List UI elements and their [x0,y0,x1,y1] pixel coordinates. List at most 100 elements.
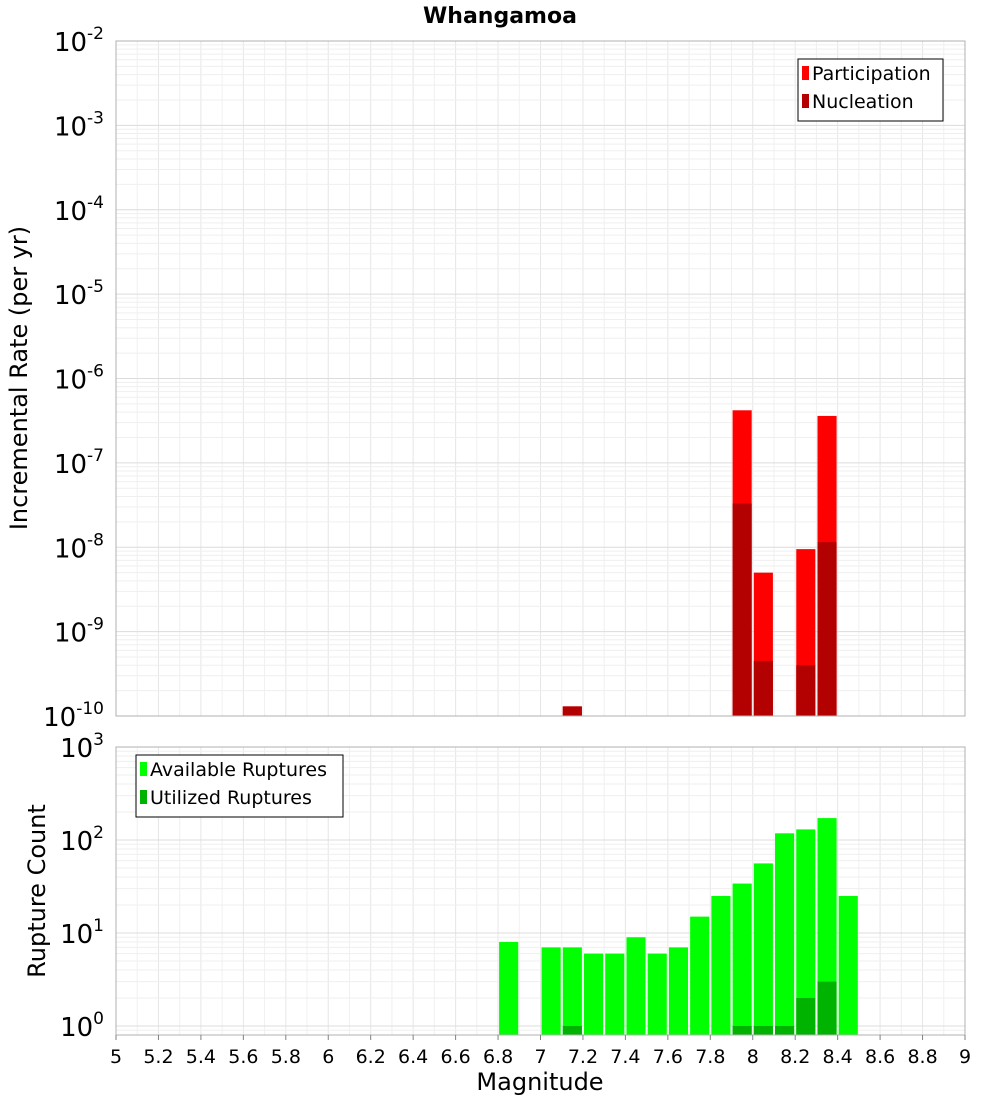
y-tick-exponent: 1 [93,916,104,936]
top-bar-nucleation [562,706,582,716]
top-y-tick-label: 10-6 [54,362,104,396]
y-tick-base: 10 [54,366,87,396]
bottom-y-axis-label: Rupture Count [23,804,51,978]
top-y-tick-label: 10-9 [54,615,104,649]
bottom-bar-utilized-ruptures [753,1025,773,1035]
x-tick-label: 7 [534,1046,546,1068]
x-tick-label: 8.4 [823,1046,853,1068]
bottom-bar-available-ruptures [732,883,752,1035]
y-tick-base: 10 [54,197,87,227]
bottom-bar-available-ruptures [647,953,667,1035]
y-tick-exponent: 2 [93,823,104,843]
bottom-legend-swatch [140,790,147,804]
y-tick-base: 10 [54,619,87,649]
bottom-bar-available-ruptures [690,916,710,1035]
bottom-bar-available-ruptures [626,937,646,1035]
bottom-bar-utilized-ruptures [562,1025,582,1035]
x-tick-label: 6.6 [440,1046,470,1068]
top-y-tick-label: 10-3 [54,108,104,142]
x-tick-label: 6.8 [483,1046,513,1068]
y-tick-exponent: -8 [87,530,104,550]
y-tick-base: 10 [43,703,76,733]
y-tick-base: 10 [60,920,93,950]
bottom-bar-available-ruptures [605,953,625,1035]
bottom-bar-available-ruptures [541,947,561,1035]
x-tick-label: 7.4 [610,1046,640,1068]
y-tick-base: 10 [60,1013,93,1043]
bottom-legend-label: Utilized Ruptures [150,787,312,809]
y-tick-base: 10 [60,734,93,764]
top-legend-label: Nucleation [812,91,914,113]
x-tick-label: 6 [322,1046,334,1068]
y-tick-exponent: -2 [87,24,104,44]
x-tick-label: 5.8 [271,1046,301,1068]
bottom-bar-available-ruptures [562,947,582,1035]
top-legend-swatch [802,94,809,108]
x-tick-label: 7.2 [568,1046,598,1068]
y-tick-exponent: -3 [87,108,104,128]
top-bar-nucleation [817,542,837,716]
top-y-tick-label: 10-2 [54,24,104,58]
top-y-tick-label: 10-5 [54,277,104,311]
x-tick-label: 8.6 [865,1046,895,1068]
top-bar-nucleation [796,665,816,716]
y-tick-exponent: -7 [87,446,104,466]
x-tick-label: 8.2 [780,1046,810,1068]
bottom-legend-box [135,754,344,818]
y-tick-base: 10 [54,534,87,564]
bottom-bar-available-ruptures [775,833,795,1035]
y-tick-base: 10 [54,112,87,142]
bottom-y-tick-label: 102 [60,823,104,857]
bottom-bar-available-ruptures [711,895,731,1035]
bottom-bar-available-ruptures [838,895,858,1035]
top-y-tick-label: 10-8 [54,530,104,564]
top-plot-frame [115,40,966,717]
bottom-bar-utilized-ruptures [775,1025,795,1035]
top-bar-nucleation [732,503,752,716]
y-tick-exponent: -10 [76,699,104,719]
y-tick-base: 10 [54,28,87,58]
top-y-tick-label: 10-4 [54,193,104,227]
top-y-tick-label: 10-10 [43,699,104,733]
bottom-bar-utilized-ruptures [796,997,816,1035]
y-tick-exponent: -6 [87,362,104,382]
y-tick-base: 10 [54,281,87,311]
bottom-bar-available-ruptures [499,942,519,1035]
bottom-legend-swatch [140,762,147,776]
x-tick-label: 6.4 [398,1046,428,1068]
top-legend-box [797,58,944,122]
bottom-bar-utilized-ruptures [817,981,837,1035]
x-tick-label: 5.6 [228,1046,258,1068]
x-tick-label: 5.2 [143,1046,173,1068]
x-tick-label: 7.6 [653,1046,683,1068]
top-y-tick-label: 10-7 [54,446,104,480]
top-legend-swatch [802,66,809,80]
bottom-legend-label: Available Ruptures [150,759,327,781]
bottom-bar-utilized-ruptures [732,1025,752,1035]
bottom-bar-available-ruptures [668,947,689,1035]
bottom-bar-available-ruptures [817,818,837,1035]
bottom-y-tick-label: 100 [60,1009,104,1043]
y-tick-base: 10 [54,450,87,480]
x-tick-label: 8.8 [907,1046,937,1068]
y-tick-exponent: 3 [93,730,104,750]
bottom-bar-available-ruptures [584,953,604,1035]
x-tick-label: 6.2 [356,1046,386,1068]
y-tick-exponent: -5 [87,277,104,297]
top-bar-nucleation [753,660,773,716]
x-tick-label: 8 [747,1046,759,1068]
y-tick-base: 10 [60,827,93,857]
bottom-y-tick-label: 103 [60,730,104,764]
chart-title: Whangamoa [423,4,577,29]
x-tick-label: 9 [959,1046,971,1068]
bottom-y-tick-label: 101 [60,916,104,950]
x-tick-label: 5 [110,1046,122,1068]
y-tick-exponent: -4 [87,193,104,213]
x-tick-label: 7.8 [695,1046,725,1068]
y-tick-exponent: 0 [93,1009,104,1029]
top-legend-label: Participation [812,63,931,85]
x-axis-label: Magnitude [476,1068,603,1096]
bottom-bar-available-ruptures [796,829,816,1035]
bottom-bar-available-ruptures [753,863,773,1035]
